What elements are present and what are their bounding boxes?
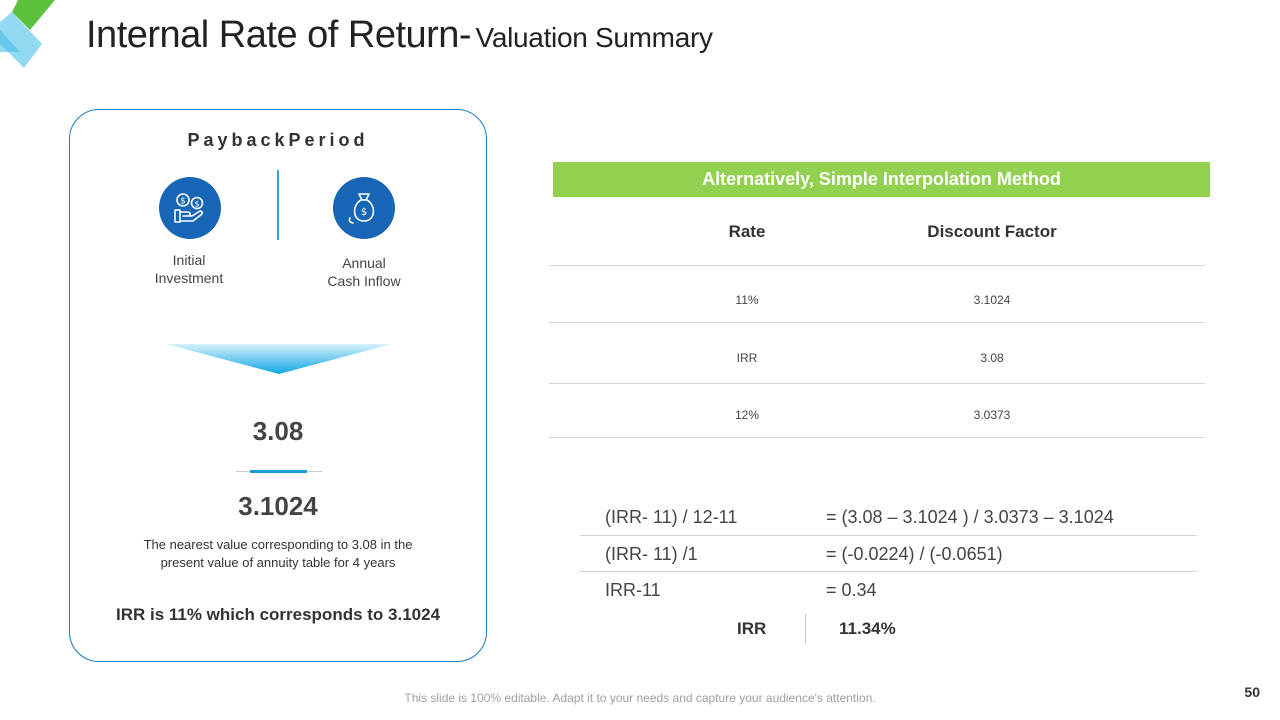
- row1-factor: 3.1024: [973, 293, 1011, 307]
- page-title: Internal Rate of Return- Valuation Summa…: [86, 14, 713, 57]
- icons-divider: [277, 170, 279, 240]
- calc-row1-left: (IRR- 11) / 12-11: [605, 507, 738, 527]
- irr-separator: [805, 614, 806, 644]
- calc-divider: [580, 571, 1197, 572]
- label-line: Initial: [172, 252, 206, 268]
- title-main: Internal Rate of Return-: [86, 14, 472, 56]
- table-divider: [549, 383, 1205, 384]
- header-discount-factor: Discount Factor: [927, 222, 1057, 241]
- hand-money-icon: $ $: [174, 193, 204, 223]
- table-divider: [549, 437, 1205, 438]
- calc-row3-right: = 0.34: [826, 580, 877, 600]
- table-divider: [549, 322, 1205, 323]
- card-note: The nearest value corresponding to 3.08 …: [110, 536, 446, 572]
- label-line: Investment: [154, 270, 224, 286]
- note-line: The nearest value corresponding to 3.08 …: [143, 537, 413, 552]
- row2-rate: IRR: [736, 351, 758, 365]
- svg-text:$: $: [194, 200, 199, 209]
- payback-card: PaybackPeriod $ $ $ Initial Investmen: [69, 109, 487, 662]
- row1-rate: 11%: [735, 293, 759, 307]
- label-line: Annual: [342, 255, 386, 271]
- page-number: 50: [1244, 684, 1260, 700]
- initial-investment-badge: $ $: [159, 177, 221, 239]
- corner-logo: [0, 0, 55, 68]
- card-title: PaybackPeriod: [187, 130, 369, 150]
- note-line: present value of annuity table for 4 yea…: [160, 555, 396, 570]
- money-bag-icon: $: [348, 193, 375, 224]
- interpolation-banner: Alternatively, Simple Interpolation Meth…: [553, 162, 1210, 197]
- irr-result-label: IRR: [737, 619, 767, 638]
- svg-text:$: $: [180, 197, 186, 207]
- calc-row3-left: IRR-11: [605, 580, 661, 600]
- title-sub: Valuation Summary: [475, 22, 713, 53]
- label-line: Cash Inflow: [327, 273, 401, 289]
- calc-row2-right: = (-0.0224) / (-0.0651): [826, 544, 1003, 564]
- footer-note: This slide is 100% editable. Adapt it to…: [404, 691, 876, 705]
- funnel-arrow: [166, 344, 392, 374]
- calc-row1-right: = (3.08 – 3.1024 ) / 3.0373 – 3.1024: [826, 507, 1114, 527]
- row2-factor: 3.08: [980, 351, 1004, 365]
- value-top: 3.08: [252, 416, 304, 446]
- row3-rate: 12%: [734, 408, 760, 422]
- irr-result-value: 11.34%: [839, 619, 896, 638]
- svg-text:$: $: [361, 207, 367, 218]
- row3-factor: 3.0373: [973, 408, 1011, 422]
- card-conclusion: IRR is 11% which corresponds to 3.1024: [115, 605, 441, 624]
- table-divider: [549, 265, 1205, 266]
- value-bottom: 3.1024: [238, 491, 318, 521]
- calc-divider: [580, 535, 1197, 536]
- fraction-accent: [250, 470, 307, 473]
- annual-cash-inflow-badge: $: [333, 177, 395, 239]
- initial-investment-label: Initial Investment: [124, 251, 254, 287]
- annual-cash-inflow-label: Annual Cash Inflow: [299, 254, 429, 290]
- header-rate: Rate: [728, 222, 766, 241]
- calc-row2-left: (IRR- 11) /1: [605, 544, 698, 564]
